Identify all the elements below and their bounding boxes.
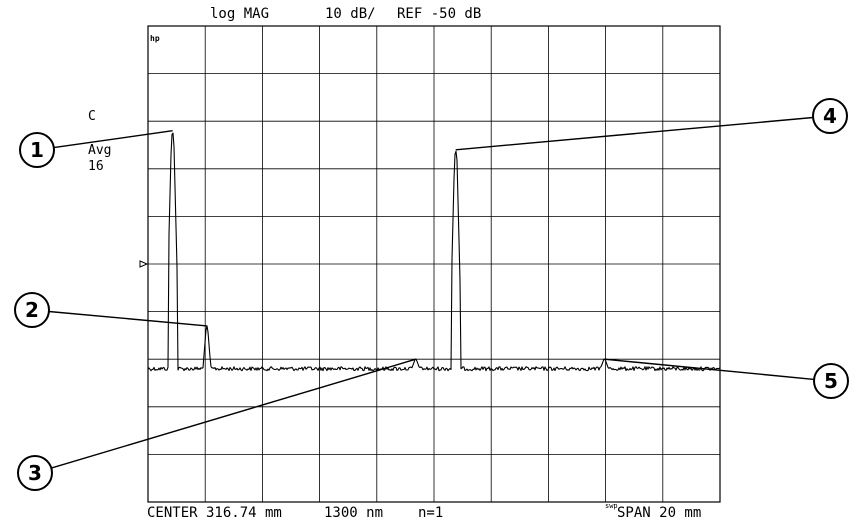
reference-level-marker (139, 260, 149, 268)
callout-leader-1 (53, 130, 173, 149)
footer-span: SPAN 20 mm (617, 505, 701, 521)
sweep-marker: swp (605, 502, 618, 510)
callout-number-5: 5 (824, 369, 838, 393)
callouts: 1 2 3 4 5 (14, 98, 849, 491)
callout-leader-5 (604, 358, 815, 381)
callout-number-1: 1 (30, 138, 44, 162)
footer-index: n=1 (418, 505, 443, 521)
callout-leader-4 (455, 116, 814, 151)
header-format: log MAG (210, 6, 269, 22)
measurement-trace (147, 132, 721, 372)
callout-circle-5 (813, 363, 849, 399)
callout-number-2: 2 (25, 298, 39, 322)
callout-circle-4 (812, 98, 848, 134)
channel-indicator: C (88, 109, 96, 124)
graticule (147, 25, 721, 503)
hp-logo: hp (150, 34, 160, 43)
header-scale: 10 dB/ (325, 6, 376, 22)
callout-number-3: 3 (28, 461, 42, 485)
averaging-label: Avg (88, 143, 111, 158)
callout-number-4: 4 (823, 104, 837, 128)
header-reference: REF -50 dB (397, 6, 481, 22)
averaging-count: 16 (88, 159, 104, 174)
callout-circle-3 (17, 455, 53, 491)
callout-circle-2 (14, 292, 50, 328)
footer-wavelength: 1300 nm (324, 505, 383, 521)
callout-leader-2 (48, 310, 207, 327)
callout-circle-1 (19, 132, 55, 168)
footer-center: CENTER 316.74 mm (147, 505, 282, 521)
callout-leader-3 (51, 358, 416, 469)
